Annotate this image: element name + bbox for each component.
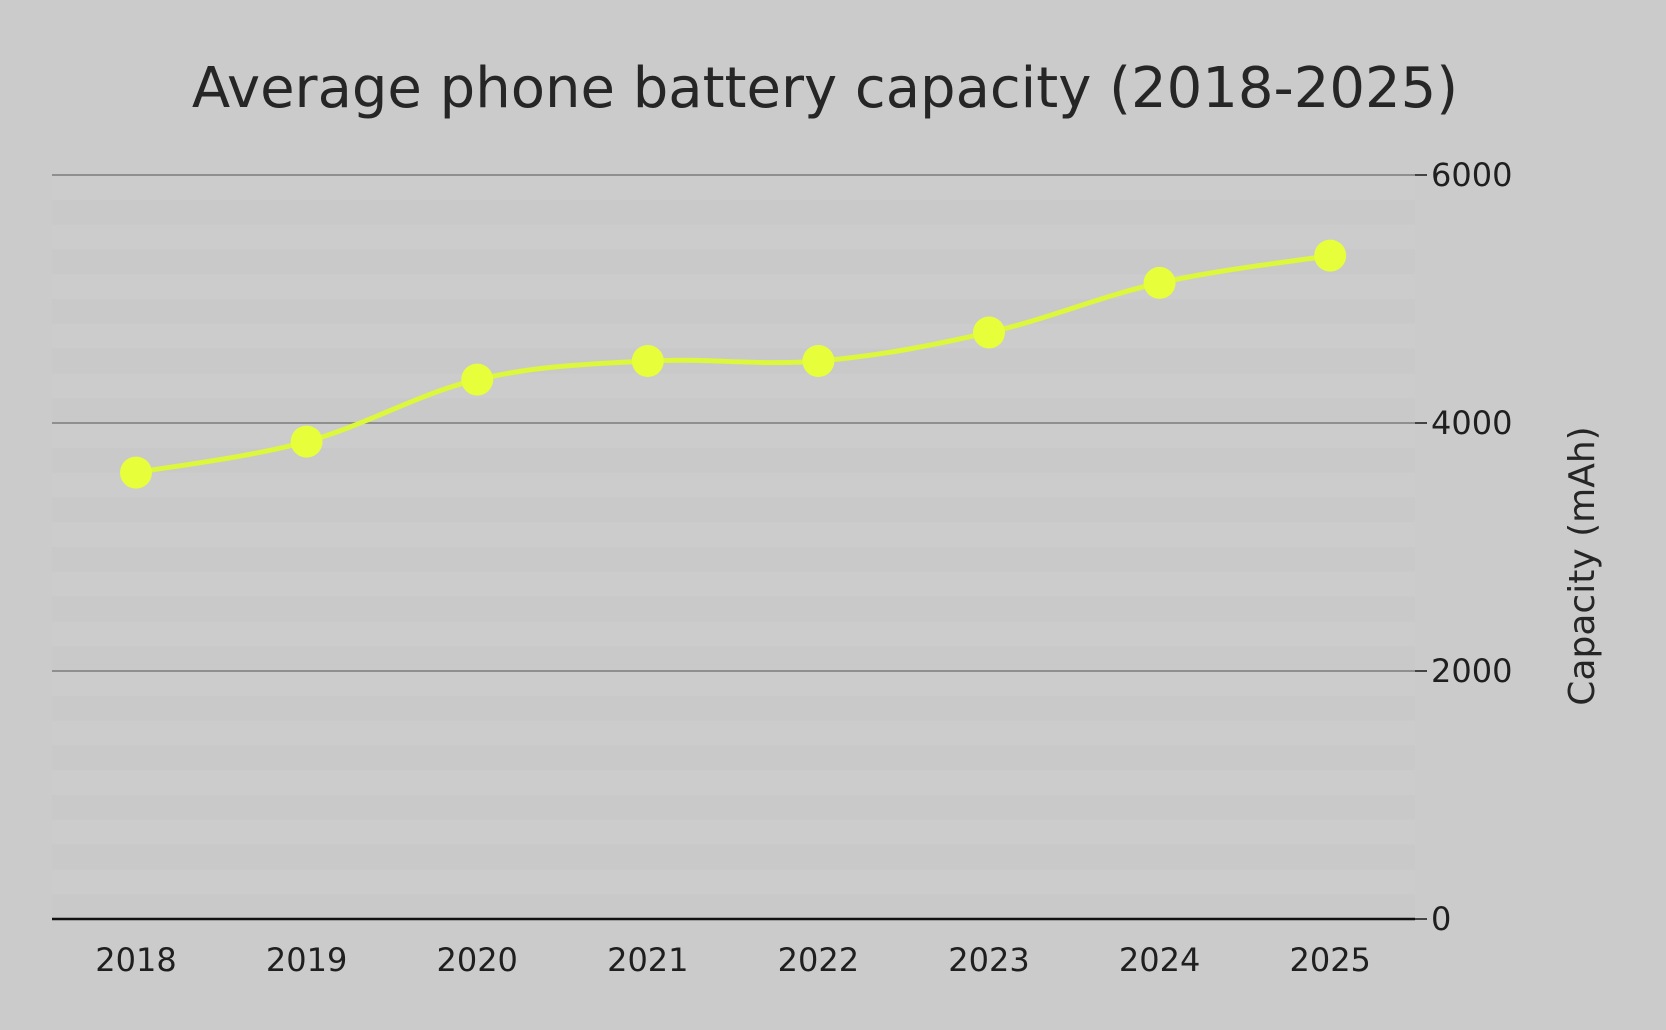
plot-band	[52, 646, 1415, 671]
plot-band	[52, 274, 1415, 299]
plot-band	[52, 373, 1415, 399]
data-point	[120, 456, 152, 489]
y-tick-labels: 0 2000 4000 6000	[1431, 156, 1512, 938]
data-point	[1143, 266, 1176, 299]
x-tick-labels: 2018 2019 2020 2021 2022 2023 2024 2025	[95, 941, 1371, 979]
plot-band	[52, 621, 1415, 647]
series-lines	[133, 253, 1333, 476]
plot-band	[52, 695, 1415, 721]
plot-band	[52, 522, 1415, 547]
plot-band	[52, 497, 1415, 523]
plot-band	[52, 423, 1415, 448]
data-point	[973, 316, 1005, 349]
plot-band	[52, 894, 1415, 919]
plot-bands	[52, 175, 1415, 919]
plot-band	[52, 671, 1415, 696]
plot-band	[52, 745, 1415, 771]
plot-band	[52, 720, 1415, 746]
x-tick-label: 2022	[778, 941, 859, 979]
x-tick-label: 2025	[1289, 941, 1370, 979]
plot-band	[52, 869, 1415, 895]
plot-band	[52, 249, 1415, 275]
y-tick-label: 6000	[1431, 156, 1512, 194]
plot-band	[52, 547, 1415, 572]
plot-band	[52, 224, 1415, 250]
x-tick-label: 2024	[1119, 941, 1200, 979]
plot-band	[52, 819, 1415, 845]
plot-band	[52, 596, 1415, 622]
plot-band	[52, 199, 1415, 225]
plot-band	[52, 770, 1415, 795]
plot-band	[52, 472, 1415, 498]
plot-band	[52, 795, 1415, 820]
y-tick-label: 0	[1431, 900, 1451, 938]
x-tick-label: 2019	[266, 941, 347, 979]
y-tick-label: 4000	[1431, 404, 1512, 442]
data-point	[802, 345, 835, 377]
plot-band	[52, 398, 1415, 423]
plot-band	[52, 299, 1415, 324]
plot-band	[52, 447, 1415, 473]
data-point	[1314, 239, 1347, 272]
plot-band	[52, 571, 1415, 597]
series-line	[133, 253, 1333, 476]
x-tick-label: 2018	[95, 941, 176, 979]
series-markers	[120, 239, 1347, 489]
y-tick-label: 2000	[1431, 652, 1512, 690]
chart-title: Average phone battery capacity (2018-202…	[192, 56, 1458, 121]
x-tick-label: 2021	[607, 941, 688, 979]
x-tick-label: 2020	[436, 941, 517, 979]
plot-band	[52, 175, 1415, 200]
data-point	[290, 425, 323, 458]
grid-lines	[52, 174, 1427, 921]
y-axis-title: Capacity (mAh)	[1562, 426, 1603, 705]
x-tick-label: 2023	[948, 941, 1029, 979]
plot-band	[52, 323, 1415, 349]
data-point	[631, 345, 664, 377]
plot-band	[52, 844, 1415, 870]
data-point	[461, 363, 494, 396]
